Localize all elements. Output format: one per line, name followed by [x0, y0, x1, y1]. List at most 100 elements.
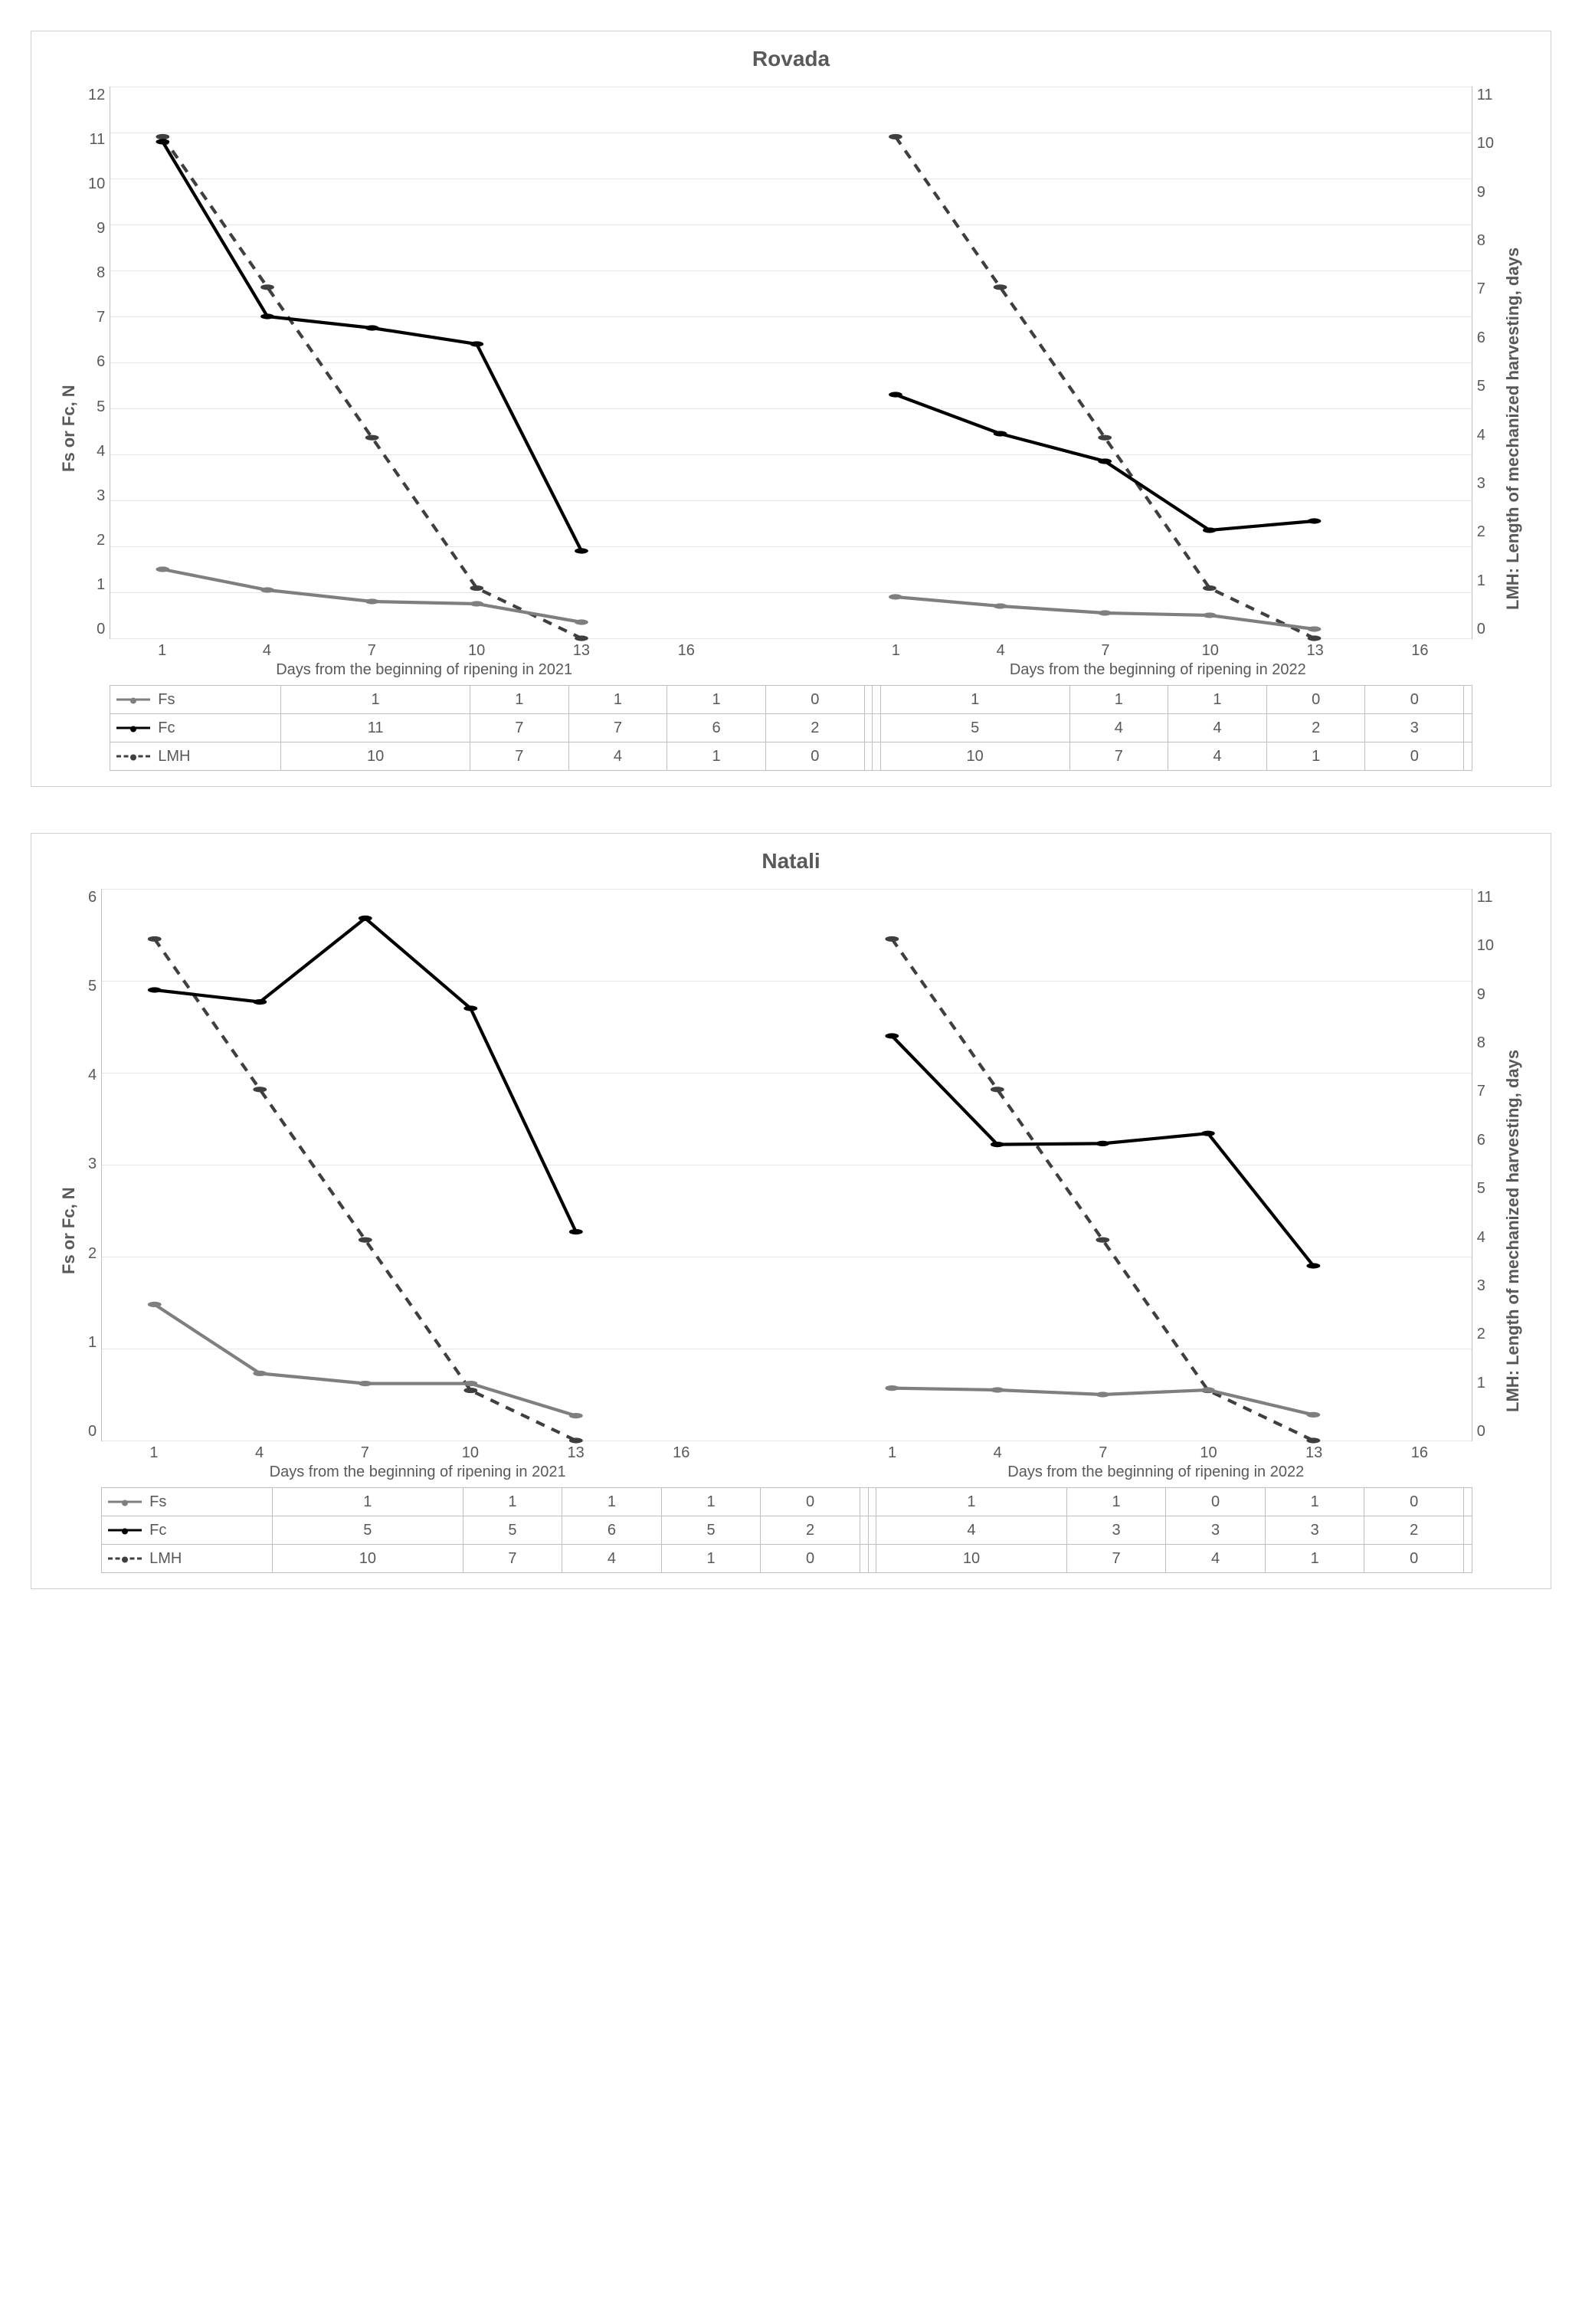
x-tick: 7: [312, 1444, 418, 1462]
chart-title: Natali: [54, 849, 1528, 874]
x-tick: 10: [1156, 1444, 1262, 1462]
table-cell: [1464, 742, 1472, 771]
y-axis-label-right: LMH: Length of mechanized harvesting, da…: [1498, 889, 1528, 1573]
series-marker-lmh: [463, 1388, 477, 1393]
plot-area: [110, 87, 1472, 639]
x-ticks: 147101316147101316: [110, 642, 1472, 660]
x-group-labels: Days from the beginning of ripening in 2…: [110, 661, 1472, 679]
x-tick: 4: [948, 642, 1053, 660]
x-tick: 16: [1367, 1444, 1472, 1462]
series-marker-lmh: [1307, 1437, 1321, 1443]
legend-marker-icon: [122, 1500, 128, 1506]
plot-area: [101, 889, 1472, 1441]
y-tick-right: 8: [1477, 1034, 1485, 1052]
y-ticks-right: 11109876543210: [1472, 889, 1498, 1441]
series-marker-fs: [1203, 612, 1217, 618]
table-cell: 5: [880, 714, 1069, 742]
series-marker-fc: [463, 1005, 477, 1011]
series-marker-fc: [148, 987, 162, 992]
series-marker-lmh: [886, 936, 899, 942]
x-tick: 10: [418, 1444, 523, 1462]
series-marker-fs: [359, 1381, 372, 1386]
table-cell: 5: [661, 1516, 761, 1545]
series-marker-fc: [575, 548, 588, 553]
table-cell: [1464, 1516, 1472, 1545]
y-tick-right: 7: [1477, 1083, 1485, 1100]
y-tick-right: 7: [1477, 280, 1485, 298]
x-tick: [734, 1444, 840, 1462]
series-marker-lmh: [994, 284, 1007, 290]
series-marker-lmh: [889, 134, 902, 139]
series-line-fc: [163, 142, 582, 551]
y-tick-left: 8: [97, 264, 105, 282]
table-cell: 4: [562, 1545, 662, 1573]
legend-marker-icon: [122, 1529, 128, 1535]
table-cell: 4: [1168, 714, 1267, 742]
x-tick: 4: [207, 1444, 313, 1462]
y-tick-right: 4: [1477, 427, 1485, 444]
table-cell: 10: [880, 742, 1069, 771]
table-cell: 3: [1066, 1516, 1166, 1545]
y-tick-right: 0: [1477, 621, 1485, 638]
x-tick: 16: [634, 642, 739, 660]
y-tick-left: 1: [97, 576, 105, 594]
table-cell: 1: [463, 1488, 562, 1516]
legend-marker-icon: [130, 755, 136, 761]
series-line-fs: [155, 1304, 576, 1415]
table-cell: [868, 1488, 876, 1516]
x-group-label-right: Days from the beginning of ripening in 2…: [843, 661, 1472, 679]
y-ticks-left: 1211109876543210: [84, 87, 110, 638]
y-tick-right: 1: [1477, 1375, 1485, 1392]
series-layer: [102, 889, 1472, 1441]
series-marker-fs: [260, 587, 274, 592]
y-tick-right: 1: [1477, 572, 1485, 590]
x-tick: 4: [215, 642, 319, 660]
x-tick: 13: [1263, 642, 1367, 660]
legend-cell-fc: Fc: [102, 1516, 273, 1545]
table-cell: 7: [470, 714, 568, 742]
series-marker-fs: [1096, 1391, 1110, 1397]
table-cell: [860, 1488, 868, 1516]
x-tick: 16: [1367, 642, 1472, 660]
y-tick-left: 11: [89, 131, 105, 149]
table-cell: 0: [1364, 1488, 1464, 1516]
x-tick: 7: [319, 642, 424, 660]
table-row: LMH107410107410: [110, 742, 1472, 771]
series-marker-fc: [1308, 518, 1322, 523]
y-axis-label-left: Fs or Fc, N: [54, 889, 84, 1573]
series-marker-fc: [991, 1142, 1004, 1147]
table-cell: 0: [761, 1488, 860, 1516]
y-ticks-left: 6543210: [84, 889, 101, 1441]
table-row: Fs1111011100: [110, 686, 1472, 714]
y-tick-left: 6: [97, 353, 105, 371]
series-marker-lmh: [470, 585, 484, 591]
series-line-lmh: [163, 136, 582, 638]
series-layer: [110, 87, 1472, 638]
table-cell: 3: [1265, 1516, 1364, 1545]
series-marker-lmh: [1203, 585, 1217, 591]
y-tick-right: 0: [1477, 1423, 1485, 1441]
y-tick-left: 2: [88, 1245, 97, 1263]
table-cell: [1464, 1488, 1472, 1516]
table-cell: [1464, 1545, 1472, 1573]
legend-swatch-fs: [108, 1501, 142, 1503]
series-marker-fs: [365, 598, 379, 604]
series-marker-lmh: [1099, 435, 1112, 441]
legend-swatch-fs: [116, 699, 150, 701]
x-group-label-left: Days from the beginning of ripening in 2…: [110, 661, 739, 679]
table-cell: [860, 1545, 868, 1573]
series-marker-lmh: [359, 1237, 372, 1243]
y-tick-left: 10: [88, 175, 105, 193]
table-cell: 7: [470, 742, 568, 771]
table-cell: 0: [765, 742, 864, 771]
series-marker-fs: [156, 566, 170, 572]
gridline: [110, 638, 1472, 639]
y-tick-right: 8: [1477, 232, 1485, 250]
series-marker-fc: [1099, 458, 1112, 464]
legend-marker-icon: [122, 1557, 128, 1563]
y-tick-right: 3: [1477, 1277, 1485, 1295]
series-marker-fs: [889, 594, 902, 599]
y-tick-left: 3: [97, 487, 105, 505]
y-ticks-right: 11109876543210: [1472, 87, 1498, 638]
table-cell: [868, 1545, 876, 1573]
